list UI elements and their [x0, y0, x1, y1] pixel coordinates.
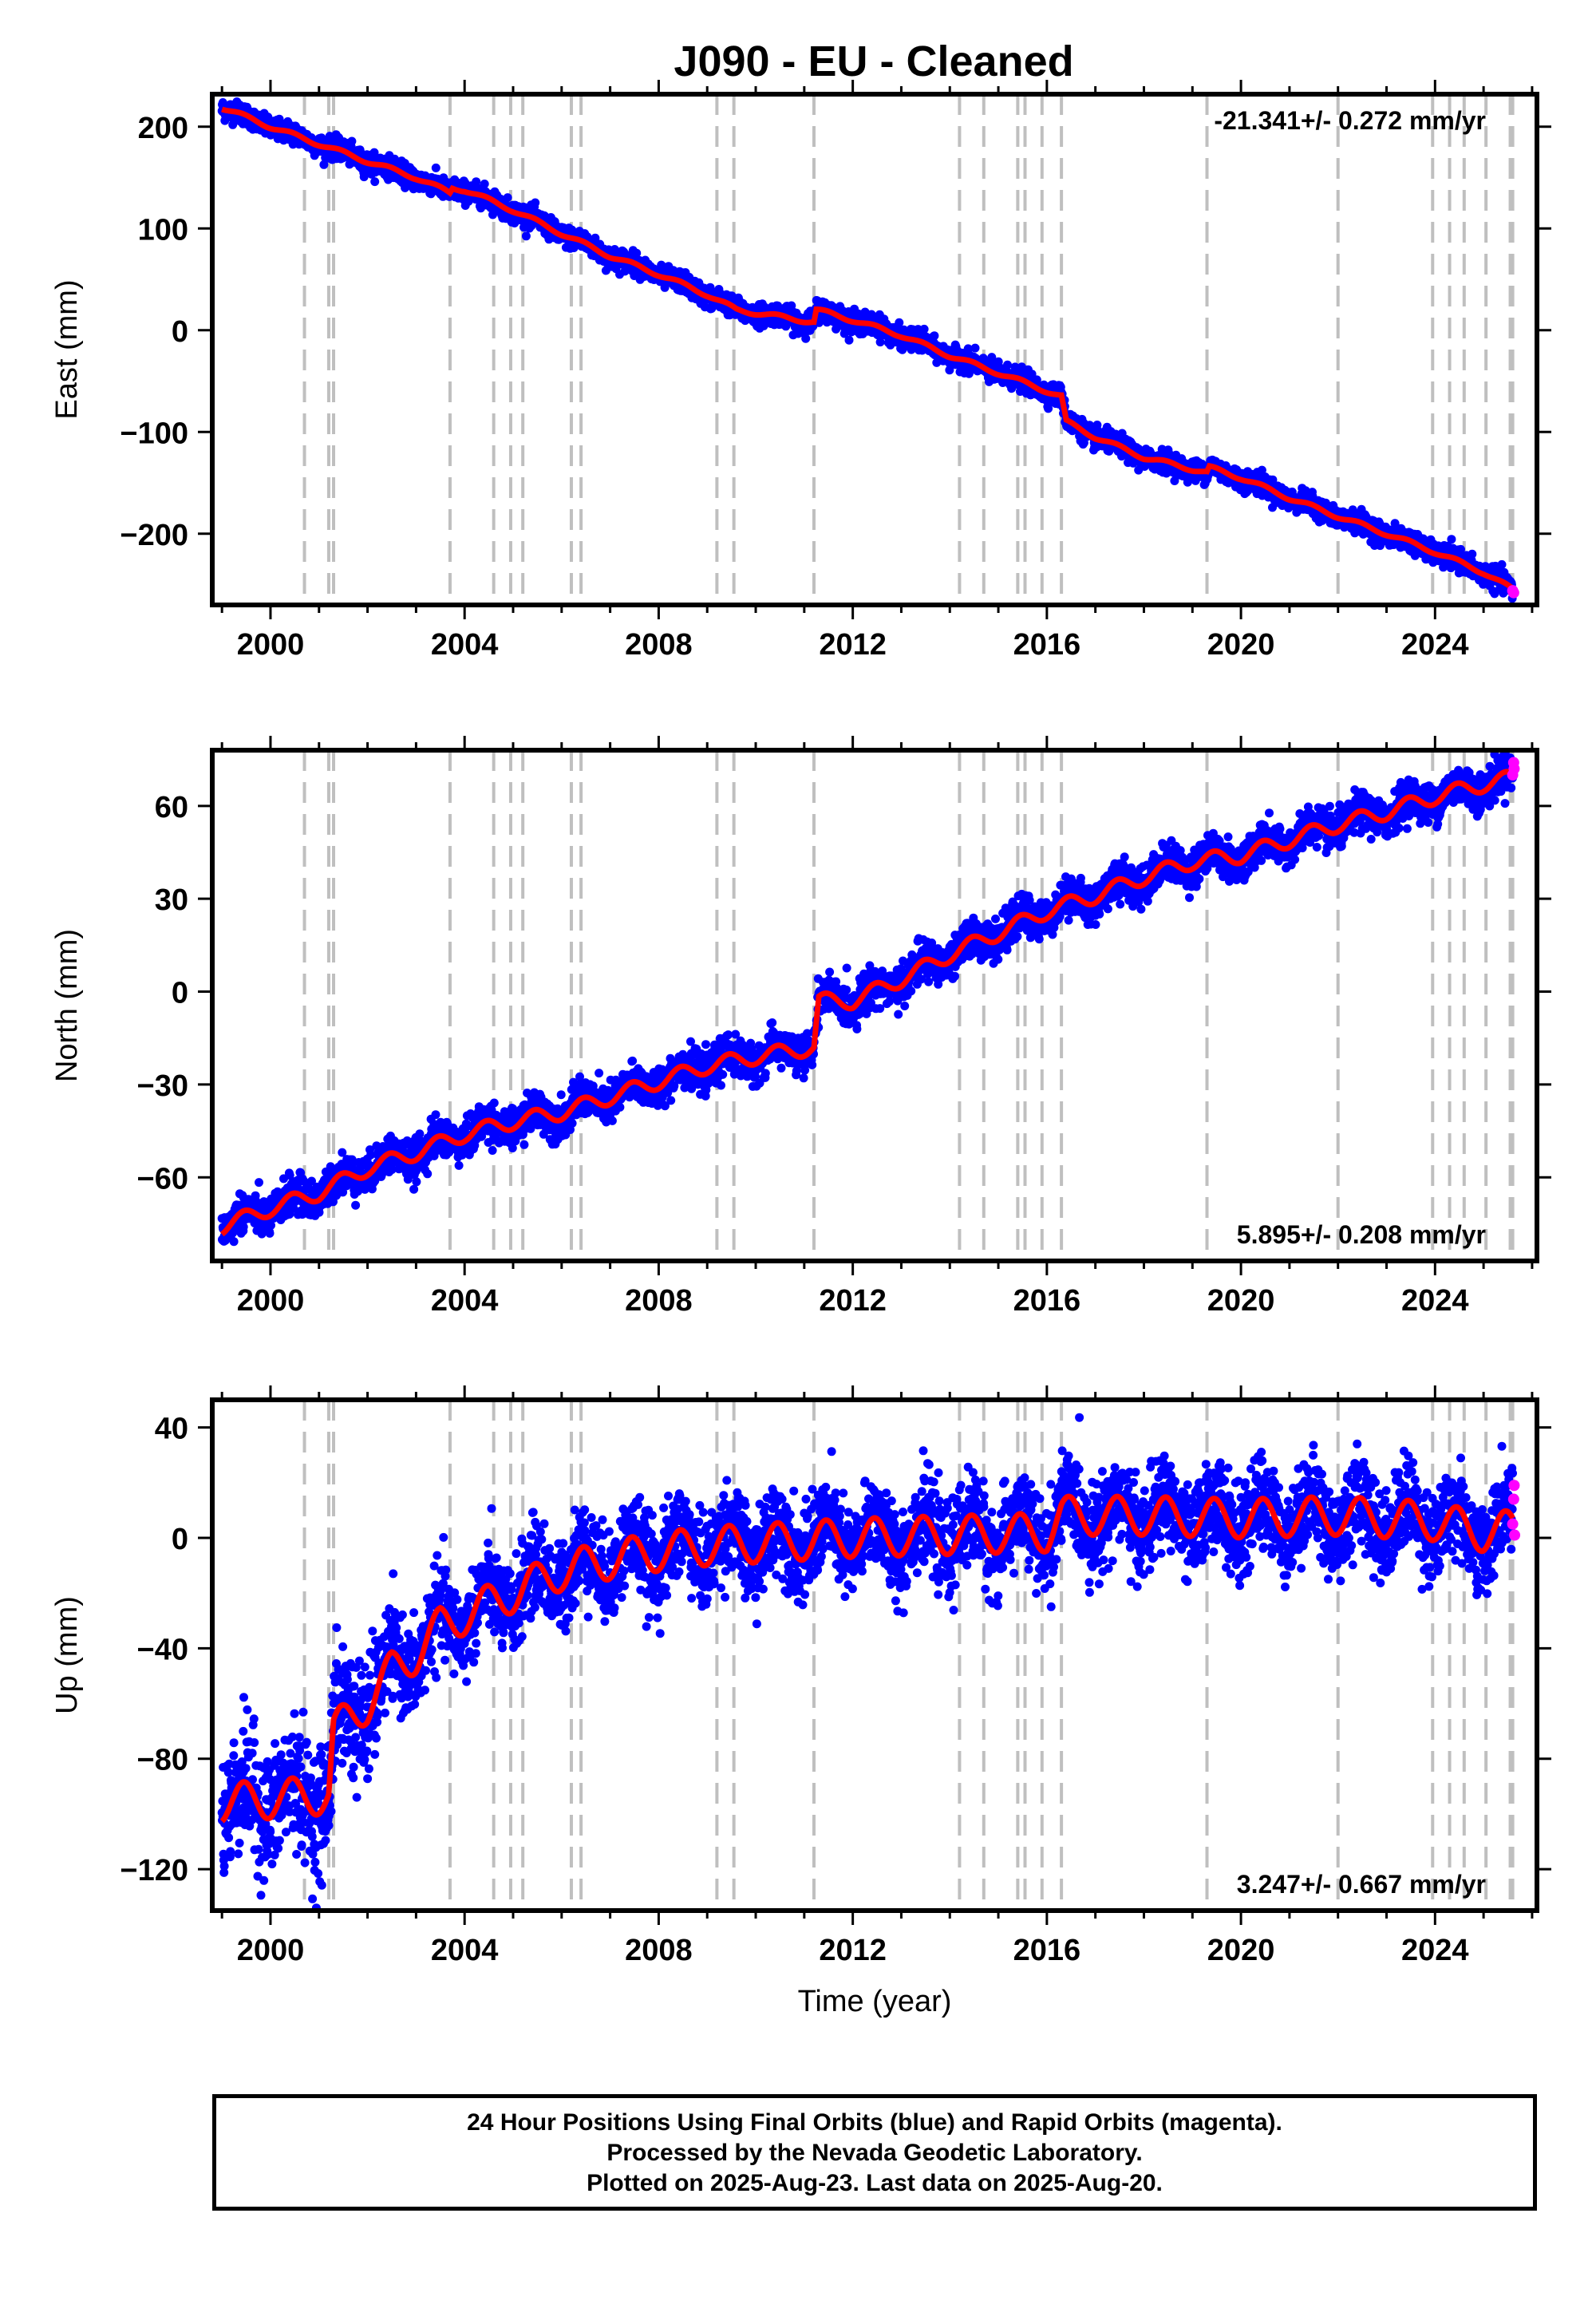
- final-orbit-points-north: [217, 750, 1517, 1247]
- x-tick-label: 2016: [1013, 628, 1081, 662]
- data-point: [1447, 535, 1456, 544]
- data-point: [970, 343, 980, 353]
- x-tick-label: 2000: [237, 628, 305, 662]
- x-tick-label: 2004: [431, 628, 499, 662]
- y-tick-label: −100: [120, 417, 188, 450]
- rate-annotation: -21.341+/- 0.272 mm/yr: [1214, 106, 1486, 135]
- data-point: [919, 324, 929, 334]
- panel-north: 2000 2004 2008 2012 2016 2020 2024−60−3003060N…: [50, 736, 1551, 1318]
- y-tick-label: −200: [120, 519, 188, 552]
- y-tick-label: 100: [138, 213, 188, 247]
- panel-east: 2000 2004 2008 2012 2016 2020 2024 −200 −100 0 100…: [50, 80, 1551, 662]
- data-point: [265, 1228, 275, 1238]
- x-tick-label: 2008: [625, 628, 693, 662]
- data-point: [895, 318, 904, 327]
- data-point: [844, 335, 854, 345]
- chart-svg: 2000 2004 2008 2012 2016 2020 2024 −200 −100 0 100…: [50, 80, 1551, 2018]
- data-point: [930, 331, 939, 341]
- x-tick-label: 2012: [819, 628, 887, 662]
- data-point: [503, 193, 512, 203]
- data-point: [431, 163, 440, 172]
- data-point: [347, 136, 357, 146]
- data-point: [319, 160, 329, 169]
- page-title: J090 - EU - Cleaned: [674, 38, 1074, 85]
- data-point: [591, 233, 600, 243]
- y-axis-label: East (mm): [50, 279, 84, 419]
- data-point: [1468, 549, 1477, 559]
- data-point: [1003, 360, 1012, 370]
- data-point: [521, 231, 531, 241]
- data-point: [229, 1237, 239, 1247]
- y-tick-label: 0: [172, 315, 188, 349]
- data-point: [255, 1178, 263, 1188]
- plot-area-east: [217, 94, 1519, 605]
- plot-area-north: [217, 750, 1520, 1261]
- data-point: [370, 177, 380, 187]
- data-point: [531, 198, 540, 207]
- data-point: [239, 1222, 248, 1231]
- rapid-point-1: [1507, 587, 1519, 599]
- x-tick-label: 2020: [1207, 628, 1275, 662]
- data-point: [480, 180, 489, 188]
- y-tick-label: 200: [138, 112, 188, 145]
- final-orbit-points-east: [217, 97, 1517, 603]
- data-point: [1497, 559, 1507, 569]
- x-tick-label: 2024: [1401, 628, 1469, 662]
